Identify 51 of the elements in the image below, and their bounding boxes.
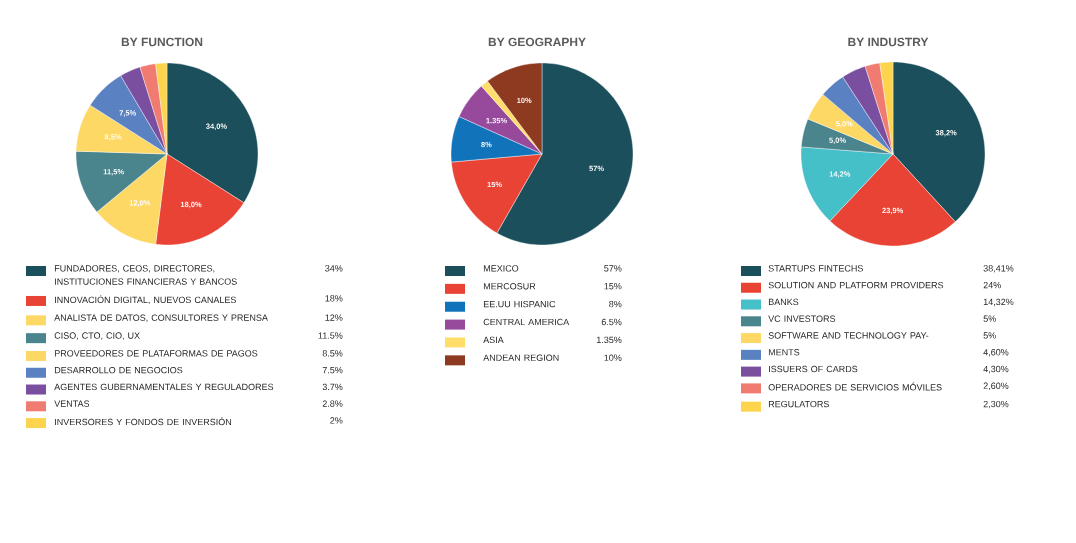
legend-label: VENTAS bbox=[54, 400, 90, 407]
legend-label: VC INVESTORS bbox=[768, 315, 836, 322]
text: 15% bbox=[604, 283, 622, 290]
legend-label: SOFTWARE AND TECHNOLOGY PAY- bbox=[768, 332, 929, 339]
legend-label: INVERSORES Y FONDOS DE INVERSIÓN bbox=[55, 417, 232, 426]
text: 11.5% bbox=[318, 332, 343, 339]
text: 8.5% bbox=[322, 350, 343, 357]
text: 14,32% bbox=[983, 298, 1014, 307]
text: 18% bbox=[325, 295, 343, 302]
legend-label: ANDEAN REGION bbox=[483, 354, 559, 361]
text: 4,60% bbox=[983, 349, 1009, 357]
text: 4,30% bbox=[983, 365, 1009, 374]
legend-label: CISO, CTO, CIO, UX bbox=[54, 332, 140, 340]
legend-label: OPERADORES DE SERVICIOS MÓVILES bbox=[768, 382, 942, 391]
legend-label: MENTS bbox=[768, 349, 800, 356]
text: 57% bbox=[604, 265, 622, 272]
legend-label: REGULATORS bbox=[768, 400, 829, 408]
text: 8% bbox=[609, 300, 622, 308]
legend-label: MEXICO bbox=[483, 265, 519, 272]
legend-label: ISSUERS OF CARDS bbox=[769, 365, 858, 373]
text: 2% bbox=[330, 417, 343, 424]
legend-label: STARTUPS FINTECHS bbox=[768, 265, 863, 272]
text: 10% bbox=[604, 354, 622, 361]
chart-title: BY GEOGRAPHY bbox=[488, 37, 586, 47]
text: 2,30% bbox=[983, 400, 1009, 409]
chart-title: BY FUNCTION bbox=[121, 37, 203, 47]
legend-label: AGENTES GUBERNAMENTALES Y REGULADORES bbox=[54, 383, 274, 391]
legend-label: BANKS bbox=[768, 298, 799, 306]
legend-label: FUNDADORES, CEOS, DIRECTORES, INSTITUCIONES FINANCIERAS Y BANCOS bbox=[54, 265, 237, 285]
legend-label: ANALISTA DE DATOS, CONSULTORES Y PRENSA bbox=[54, 314, 268, 322]
legend-label: PROVEEDORES DE PLATAFORMAS DE PAGOS bbox=[54, 350, 258, 357]
text: 38,41% bbox=[983, 265, 1014, 273]
legend-label: EE.UU HISPANIC bbox=[483, 300, 556, 308]
legend-label: INNOVACIÓN DIGITAL, NUEVOS CANALES bbox=[55, 295, 236, 305]
text: 1.35% bbox=[596, 336, 622, 344]
text: 7.5% bbox=[322, 366, 343, 374]
text: 6.5% bbox=[601, 318, 622, 326]
legend-label: SOLUTION AND PLATFORM PROVIDERS bbox=[768, 281, 944, 289]
chart-title: BY INDUSTRY bbox=[848, 37, 929, 47]
text: 2,60% bbox=[983, 382, 1009, 391]
text: 2.8% bbox=[322, 400, 343, 407]
text: 5% bbox=[983, 332, 996, 339]
legend-label: ASIA bbox=[483, 336, 504, 344]
legend-label: MERCOSUR bbox=[483, 283, 536, 290]
text: 5% bbox=[983, 315, 996, 322]
legend-label: DESARROLLO DE NEGOCIOS bbox=[54, 366, 183, 374]
text: 12% bbox=[325, 314, 343, 321]
text: 24% bbox=[983, 281, 1001, 289]
text: 34% bbox=[325, 265, 343, 272]
legend-label: CENTRAL AMERICA bbox=[483, 318, 570, 326]
text: 3.7% bbox=[322, 383, 343, 391]
